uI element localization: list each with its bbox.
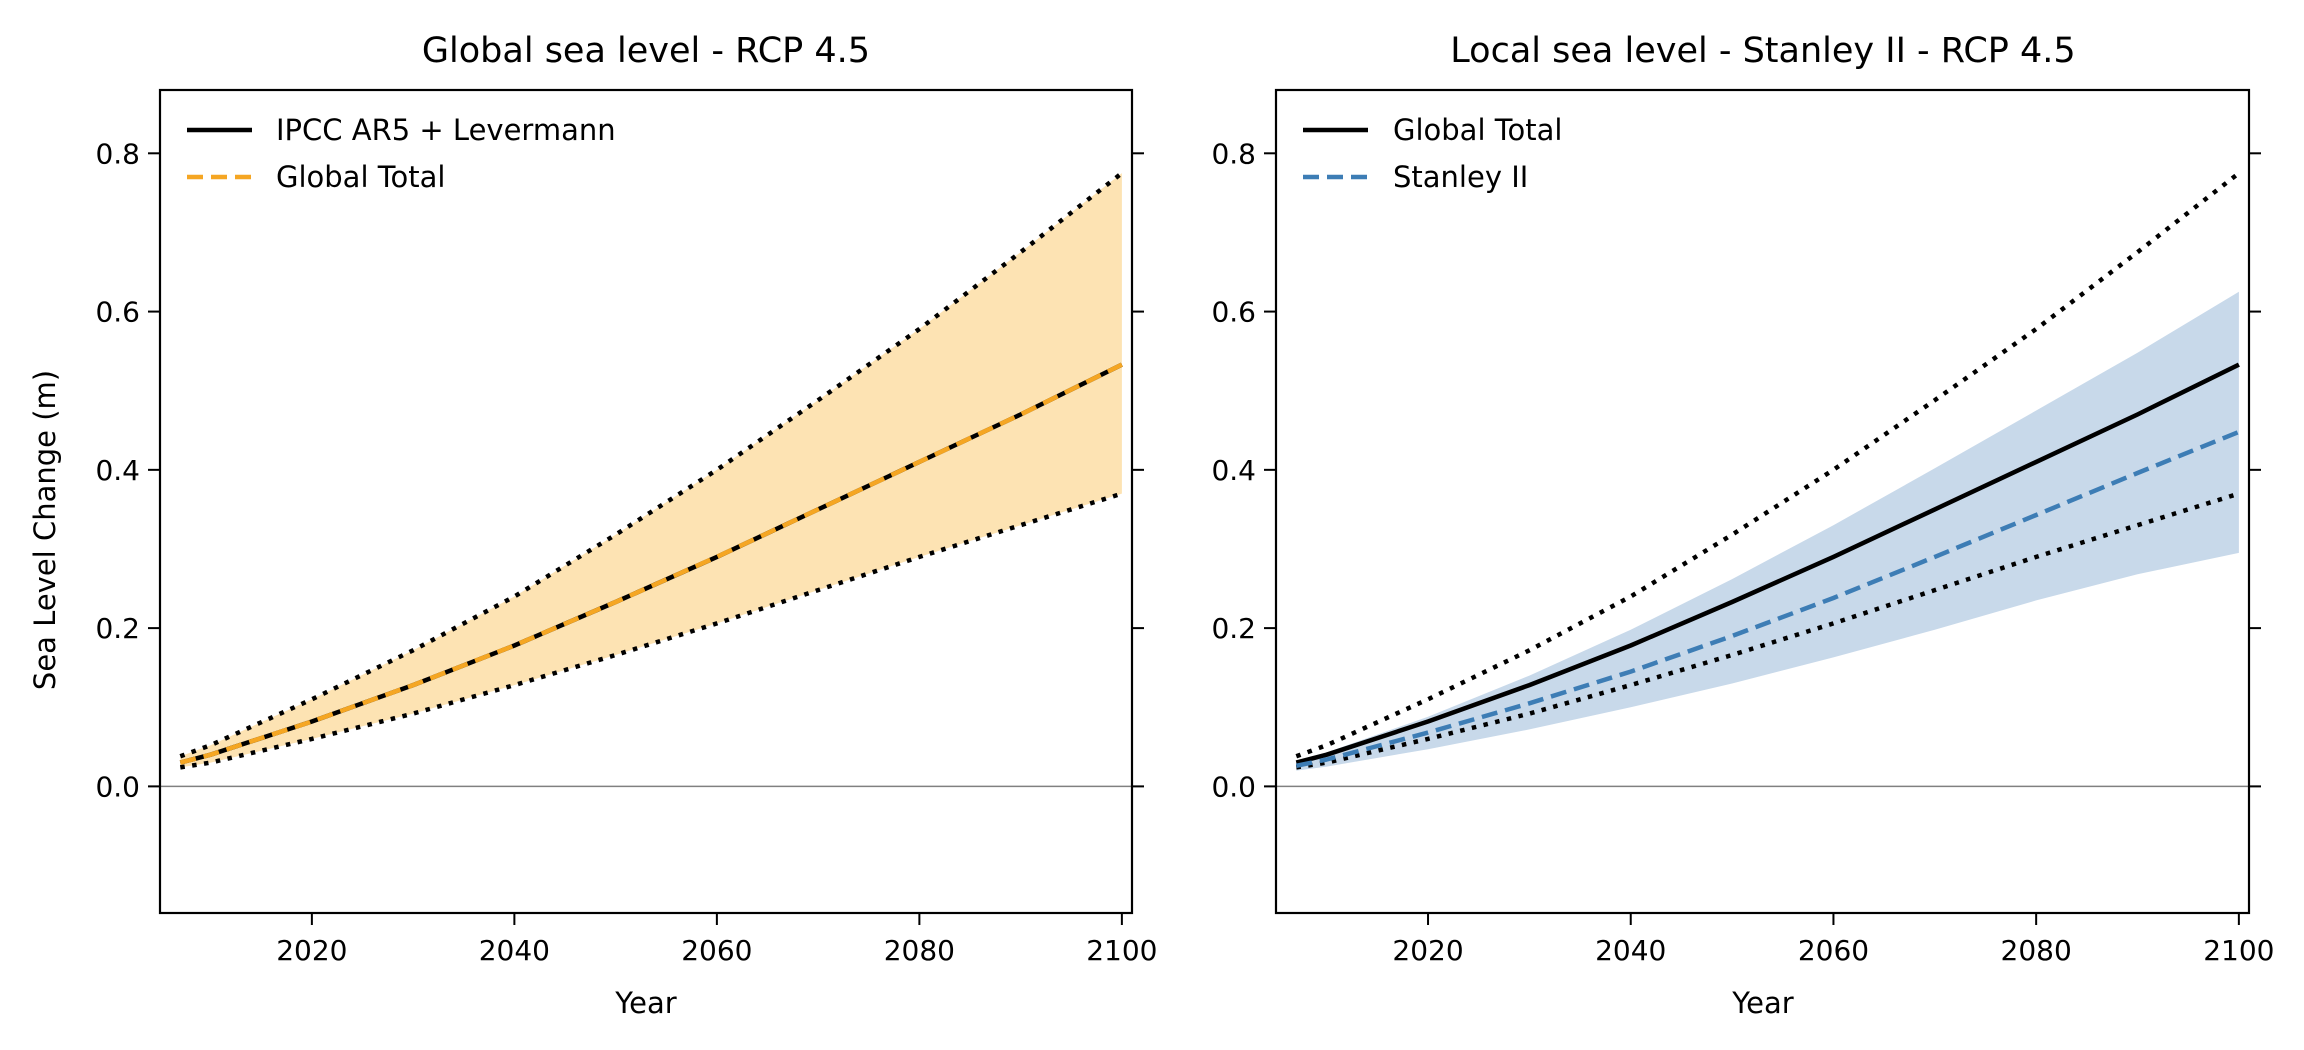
legend-label-global-total: Global Total (276, 160, 445, 194)
x-tick-label: 2020 (1392, 934, 1463, 967)
x-axis-label: Year (614, 986, 676, 1020)
y-tick-label: 0.4 (95, 454, 140, 487)
x-tick-label: 2080 (2001, 934, 2072, 967)
x-tick-label: 2080 (884, 934, 955, 967)
chart-title: Global sea level - RCP 4.5 (422, 31, 870, 71)
y-tick-label: 0.2 (1211, 612, 1256, 645)
x-tick-label: 2020 (276, 934, 347, 967)
legend: Global Total Stanley II (1303, 113, 1562, 194)
y-axis-label: Sea Level Change (m) (28, 370, 62, 690)
chart-title: Local sea level - Stanley II - RCP 4.5 (1450, 31, 2075, 71)
x-tick-label: 2100 (1086, 934, 1157, 967)
y-tick-label: 0.0 (1211, 770, 1256, 803)
x-tick-label: 2040 (1595, 934, 1666, 967)
legend: IPCC AR5 + Levermann Global Total (187, 113, 616, 194)
y-tick-label: 0.2 (95, 612, 140, 645)
series-line-stanley-ii (1295, 429, 2240, 769)
dotted-bound-line-3 (179, 491, 1123, 770)
x-tick-label: 2100 (2203, 934, 2274, 967)
plot-area: 2020 2040 2060 2080 2100 0.0 0.2 0.4 0.6 0.8 (1211, 88, 2274, 967)
legend-label-stanley: Stanley II (1393, 160, 1528, 194)
y-tick-label: 0.6 (95, 296, 140, 329)
series-line-global-total (1295, 362, 2240, 765)
legend-label-ipcc: IPCC AR5 + Levermann (276, 113, 616, 147)
x-tick-label: 2060 (1798, 934, 1869, 967)
x-axis-label: Year (1731, 986, 1793, 1020)
dotted-bound-line-3 (1295, 491, 2240, 770)
y-tick-label: 0.8 (95, 137, 140, 170)
y-tick-label: 0.0 (95, 770, 140, 803)
plot-frame (158, 88, 1134, 915)
plot-frame (1274, 88, 2251, 915)
series-line-global-total (179, 362, 1123, 765)
x-tick-label: 2060 (681, 934, 752, 967)
y-tick-label: 0.6 (1211, 296, 1256, 329)
uncertainty-band (1296, 291, 2239, 771)
y-tick-label: 0.4 (1211, 454, 1256, 487)
uncertainty-band (180, 173, 1122, 768)
local-sea-level-panel: Local sea level - Stanley II - RCP 4.5 Y… (1211, 31, 2274, 1020)
global-sea-level-panel: Global sea level - RCP 4.5 Year Sea Leve… (28, 31, 1158, 1020)
y-tick-label: 0.8 (1211, 137, 1256, 170)
legend-label-global-total: Global Total (1393, 113, 1562, 147)
x-tick-label: 2040 (479, 934, 550, 967)
plot-area: 2020 2040 2060 2080 2100 0.0 0.2 0.4 0.6 0.8 (95, 88, 1158, 967)
